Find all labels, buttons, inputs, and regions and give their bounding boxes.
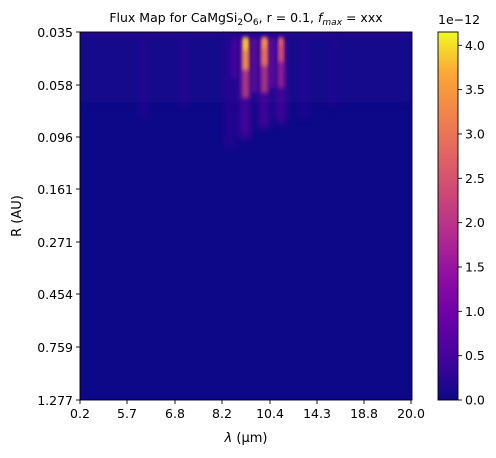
colorbar-tick-label: 2.0: [465, 215, 485, 230]
colorbar-tick-label: 0.5: [465, 348, 485, 363]
x-tick-label: 8.2: [212, 406, 232, 421]
y-tick-label: 0.096: [37, 130, 73, 145]
x-axis: 0.2 5.7 6.8 8.2 10.4 14.3 18.8 20.0: [70, 400, 425, 421]
x-tick-label: 20.0: [397, 406, 425, 421]
x-tick-label: 18.8: [350, 406, 378, 421]
colorbar-tick-label: 4.0: [465, 38, 485, 53]
feature-band-minor: [232, 38, 275, 93]
y-tick-label: 0.759: [37, 340, 73, 355]
feature-band-2: [259, 38, 269, 128]
heatmap-area: [80, 32, 412, 400]
chart-title: Flux Map for CaMgSi2O6, r = 0.1, fmax = …: [109, 10, 382, 28]
colorbar-gradient: [437, 31, 459, 401]
plot-frame: [79, 31, 413, 401]
y-axis: 0.035 0.058 0.096 0.161 0.271 0.454 0.75…: [37, 25, 80, 408]
x-tick-label: 6.8: [165, 406, 185, 421]
y-tick-label: 0.161: [37, 182, 73, 197]
colorbar-tick-label: 3.0: [465, 126, 485, 141]
y-tick-label: 0.058: [37, 78, 73, 93]
colorbar-tick-label: 3.5: [465, 82, 485, 97]
colorbar-tick-label: 0.0: [465, 393, 485, 408]
y-tick-label: 0.454: [37, 287, 73, 302]
colorbar-tick-label: 2.5: [465, 171, 485, 186]
y-tick-label: 1.277: [37, 393, 73, 408]
x-axis-label: λ (μm): [224, 431, 268, 446]
feature-band-1: [240, 38, 250, 138]
colorbar-offset-text: 1e−12: [438, 12, 480, 27]
x-tick-label: 0.2: [70, 406, 90, 421]
colorbar-tick-label: 1.0: [465, 304, 485, 319]
y-tick-label: 0.271: [37, 235, 73, 250]
colorbar: 1e−12 0.0 0.5 1.0 1.5 2.0 2.5 3.0 3.5 4.0: [437, 12, 485, 408]
y-axis-label: R (AU): [10, 195, 25, 237]
x-tick-label: 5.7: [117, 406, 137, 421]
feature-band-3: [276, 38, 286, 123]
y-tick-label: 0.035: [37, 25, 73, 40]
x-tick-label: 14.3: [303, 406, 331, 421]
colorbar-tick-label: 1.5: [465, 259, 485, 274]
colorbar-ticks: 0.0 0.5 1.0 1.5 2.0 2.5 3.0 3.5 4.0: [458, 38, 485, 408]
x-tick-label: 10.4: [256, 406, 284, 421]
